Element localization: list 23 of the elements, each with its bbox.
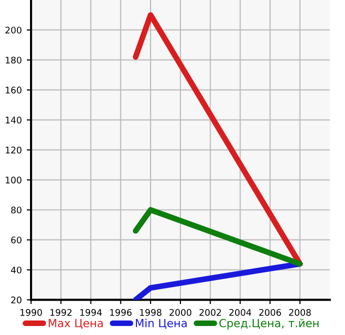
y-tick-label: 100 [6, 176, 22, 184]
x-tick-label: 2008 [289, 309, 311, 316]
x-tick-label: 2002 [199, 309, 221, 316]
y-tick-label: 160 [6, 86, 22, 94]
legend-label: Max Цена [48, 319, 103, 329]
x-tick-label: 1994 [80, 309, 102, 316]
x-tick-label: 1990 [20, 309, 42, 316]
y-tick-label: 180 [6, 56, 22, 64]
x-tick-label: 2004 [229, 309, 252, 316]
y-tick-label: 80 [11, 206, 22, 214]
y-tick-label: 140 [6, 116, 22, 124]
x-tick-label: 1996 [110, 309, 132, 316]
y-tick-label: 200 [5, 26, 22, 34]
y-tick-label: 120 [6, 146, 22, 154]
x-tick-label: 1998 [140, 309, 162, 316]
y-tick-label: 40 [10, 266, 22, 274]
y-tick-label: 60 [11, 236, 22, 244]
x-tick-label: 2000 [170, 309, 192, 316]
x-tick-label: 2006 [259, 309, 281, 316]
x-tick-label: 1992 [50, 309, 72, 316]
y-tick-label: 20 [11, 296, 22, 304]
legend-label: Сред.Цена, т.йен [219, 318, 319, 330]
legend-label: Min Цена [136, 318, 187, 329]
